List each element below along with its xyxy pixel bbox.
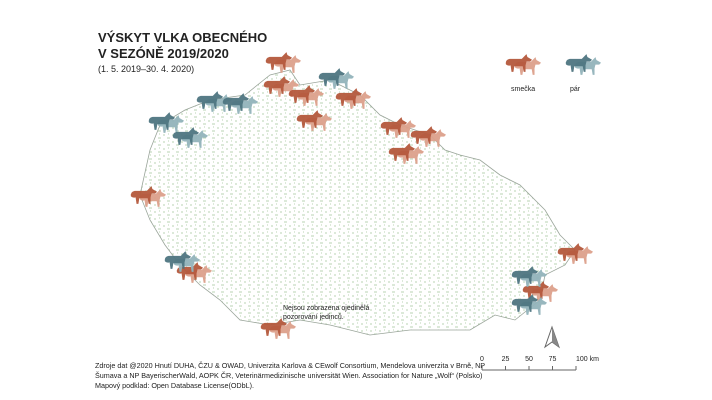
scale-label: 75	[549, 356, 557, 363]
north-arrow	[544, 325, 560, 349]
scale-label: 0	[480, 356, 484, 363]
source: Šumava a NP BayerischerWald, AOPK ČR, Ve…	[95, 371, 482, 380]
country-outline	[139, 69, 576, 336]
title-line: V SEZÓNĚ 2019/2020	[98, 46, 229, 61]
scale-bar: 0 25 50 75 100 km	[480, 356, 599, 371]
note: pozorování jedinců.	[283, 313, 344, 321]
wolf-pack	[505, 54, 542, 75]
period: (1. 5. 2019–30. 4. 2020)	[98, 64, 194, 74]
source: Mapový podklad: Open Database License(OD…	[95, 381, 254, 390]
scale-label: 100 km	[576, 356, 599, 363]
title-line: VÝSKYT VLKA OBECNÉHO	[98, 30, 267, 45]
scale-labels: 0 25 50 75 100 km	[480, 356, 599, 370]
note: Nejsou zobrazena ojedinělá	[283, 305, 369, 312]
legend-label: smečka	[511, 86, 535, 93]
source: Zdroje dat @2020 Hnutí DUHA, ČZU & OWAD,…	[95, 361, 485, 370]
wolf-pack	[265, 52, 302, 73]
wolf-pair	[565, 54, 602, 75]
scale-label: 50	[525, 356, 533, 363]
scale-label: 25	[502, 356, 510, 363]
legend-label: pár	[570, 86, 581, 93]
